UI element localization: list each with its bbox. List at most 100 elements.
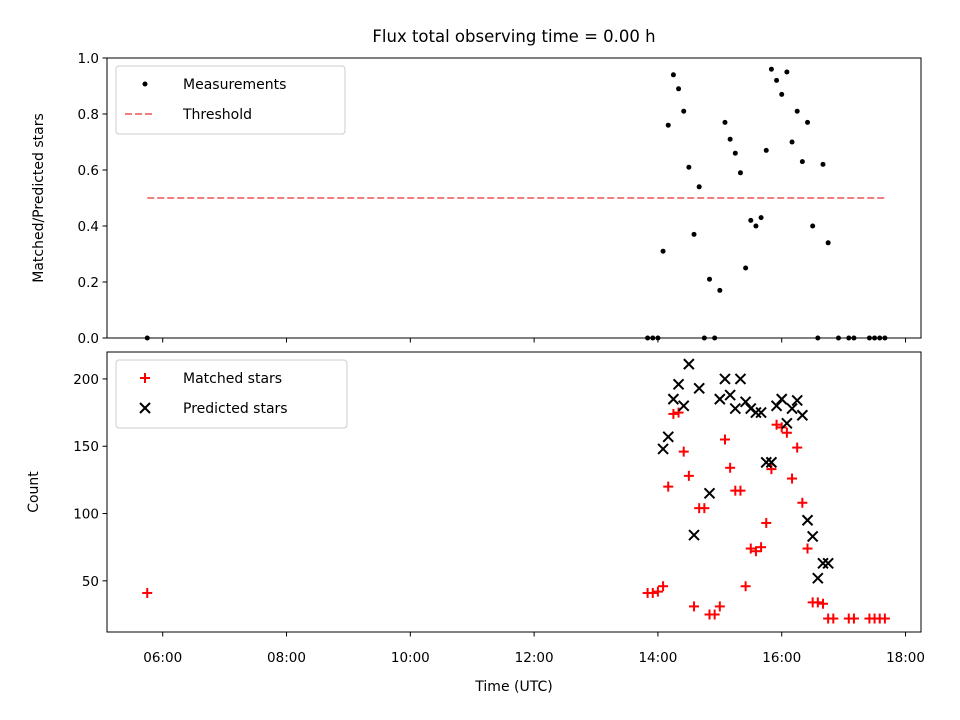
- matched-stars-point: [797, 497, 808, 508]
- count-y-axis-label: Count: [26, 471, 42, 513]
- matched-stars-point: [745, 543, 756, 554]
- predicted-stars-legend-swatch: [139, 402, 151, 414]
- measurements-point: [660, 248, 666, 254]
- predicted-stars-point: [786, 402, 798, 415]
- measurements-point: [820, 161, 826, 167]
- matched-stars-point: [750, 546, 761, 557]
- predicted-stars-point: [750, 406, 762, 419]
- matched-stars-point: [652, 586, 663, 597]
- matched-stars-point: [756, 542, 767, 553]
- measurements-point: [825, 240, 831, 246]
- measurements-legend-swatch: [142, 81, 148, 87]
- matched-stars-point: [673, 407, 684, 418]
- predicted-stars-point: [688, 529, 700, 541]
- matched-stars-point: [668, 408, 679, 419]
- ratio-legend-box: [115, 65, 346, 135]
- predicted-stars-point: [672, 378, 685, 391]
- predicted-stars-point: [812, 572, 824, 584]
- measurements-point: [753, 223, 759, 229]
- measurements-point: [727, 136, 733, 142]
- measurements-point: [743, 265, 749, 271]
- predicted-stars-point: [703, 487, 716, 500]
- matched-stars-point: [879, 613, 890, 624]
- matched-stars-point: [663, 481, 674, 492]
- matched-stars-point: [787, 473, 798, 484]
- predicted-stars-point: [765, 456, 778, 469]
- x-axis-label: Time (UTC): [474, 679, 552, 695]
- measurements-point: [686, 164, 692, 170]
- count-legend-box: [115, 359, 348, 429]
- count-x-axis: 06:00 08:00 10:00 12:00 14:00 16:00 18:00: [143, 632, 925, 666]
- matched-stars-point: [792, 442, 803, 453]
- matched-stars-point: [735, 485, 746, 496]
- ratio-y-tick-label: 0.2: [78, 275, 99, 291]
- count-y-tick-label: 100: [73, 507, 99, 523]
- ratio-y-tick-label: 0.0: [78, 331, 99, 347]
- ratio-panel: 0.0 0.2 0.4 0.6 0.8 1.0 Matched/Predicted sta…: [31, 51, 922, 347]
- measurements-point: [732, 150, 738, 156]
- ratio-y-axis: 0.0 0.2 0.4 0.6 0.8 1.0: [78, 51, 107, 347]
- matched-stars-point: [142, 587, 153, 598]
- matched-stars-point: [683, 470, 694, 481]
- measurements-point: [774, 77, 780, 83]
- matched-stars-legend-swatch: [140, 373, 150, 383]
- predicted-stars-point: [657, 443, 669, 455]
- measurements-point: [670, 72, 676, 78]
- matched-stars-point: [699, 503, 710, 514]
- predicted-stars-point: [667, 393, 680, 405]
- measurements-point: [758, 215, 764, 221]
- measurements-point: [794, 108, 800, 114]
- measurements-point: [763, 147, 769, 153]
- count-y-tick-label: 50: [82, 574, 99, 590]
- predicted-stars-point: [683, 358, 695, 370]
- predicted-stars-point: [755, 406, 767, 419]
- count-panel: 50 100 150 200 06:00 08:00 10:00 12:00 14:00 16:…: [26, 351, 925, 666]
- measurements-point: [810, 223, 816, 229]
- ratio-axes-frame: [106, 57, 922, 339]
- x-tick-label: 12:00: [515, 650, 554, 666]
- matched-stars-point: [848, 613, 859, 624]
- measurements-point: [707, 276, 713, 282]
- ratio-y-tick-label: 0.4: [78, 219, 99, 235]
- chart-title: Flux total observing time = 0.00 h: [372, 27, 655, 46]
- predicted-stars-point: [770, 400, 783, 412]
- ratio-y-tick-label: 0.6: [78, 163, 99, 179]
- predicted-stars-point: [760, 456, 772, 469]
- matched-stars-point: [725, 462, 736, 473]
- predicted-stars-point: [781, 417, 793, 430]
- x-tick-label: 10:00: [391, 650, 430, 666]
- matched-stars-point: [714, 601, 725, 612]
- measurements-point: [717, 287, 723, 293]
- matched-stars-point: [802, 543, 813, 554]
- matched-stars-point: [647, 587, 658, 598]
- measurements-point: [768, 66, 774, 72]
- count-axes-frame: [106, 351, 922, 633]
- measurements-point: [722, 119, 728, 125]
- x-tick-label: 06:00: [143, 650, 182, 666]
- matched-stars-point: [761, 517, 772, 528]
- predicted-stars-point: [719, 373, 731, 385]
- threshold-legend-label: Threshold: [182, 107, 252, 123]
- predicted-stars-point: [801, 514, 814, 526]
- count-y-axis: 50 100 150 200: [73, 372, 107, 590]
- measurements-point: [691, 231, 697, 237]
- measurements-point: [665, 122, 671, 128]
- x-tick-label: 16:00: [762, 650, 801, 666]
- measurements-point: [696, 184, 702, 190]
- measurements-legend-label: Measurements: [183, 77, 286, 93]
- measurements-point: [789, 139, 795, 145]
- count-legend: Matched stars Predicted stars: [115, 359, 348, 429]
- x-tick-label: 18:00: [886, 650, 925, 666]
- ratio-legend: Measurements Threshold: [115, 65, 346, 135]
- count-y-tick-label: 200: [73, 372, 99, 388]
- predicted-stars-point: [739, 396, 752, 408]
- x-tick-label: 08:00: [267, 650, 306, 666]
- x-tick-label: 14:00: [638, 650, 677, 666]
- count-y-tick-label: 150: [73, 439, 99, 455]
- predicted-stars-point: [776, 393, 788, 405]
- matched-stars-point: [766, 464, 777, 475]
- measurements-point: [737, 170, 743, 176]
- predicted-stars-point: [693, 382, 705, 395]
- predicted-stars-point: [678, 400, 690, 412]
